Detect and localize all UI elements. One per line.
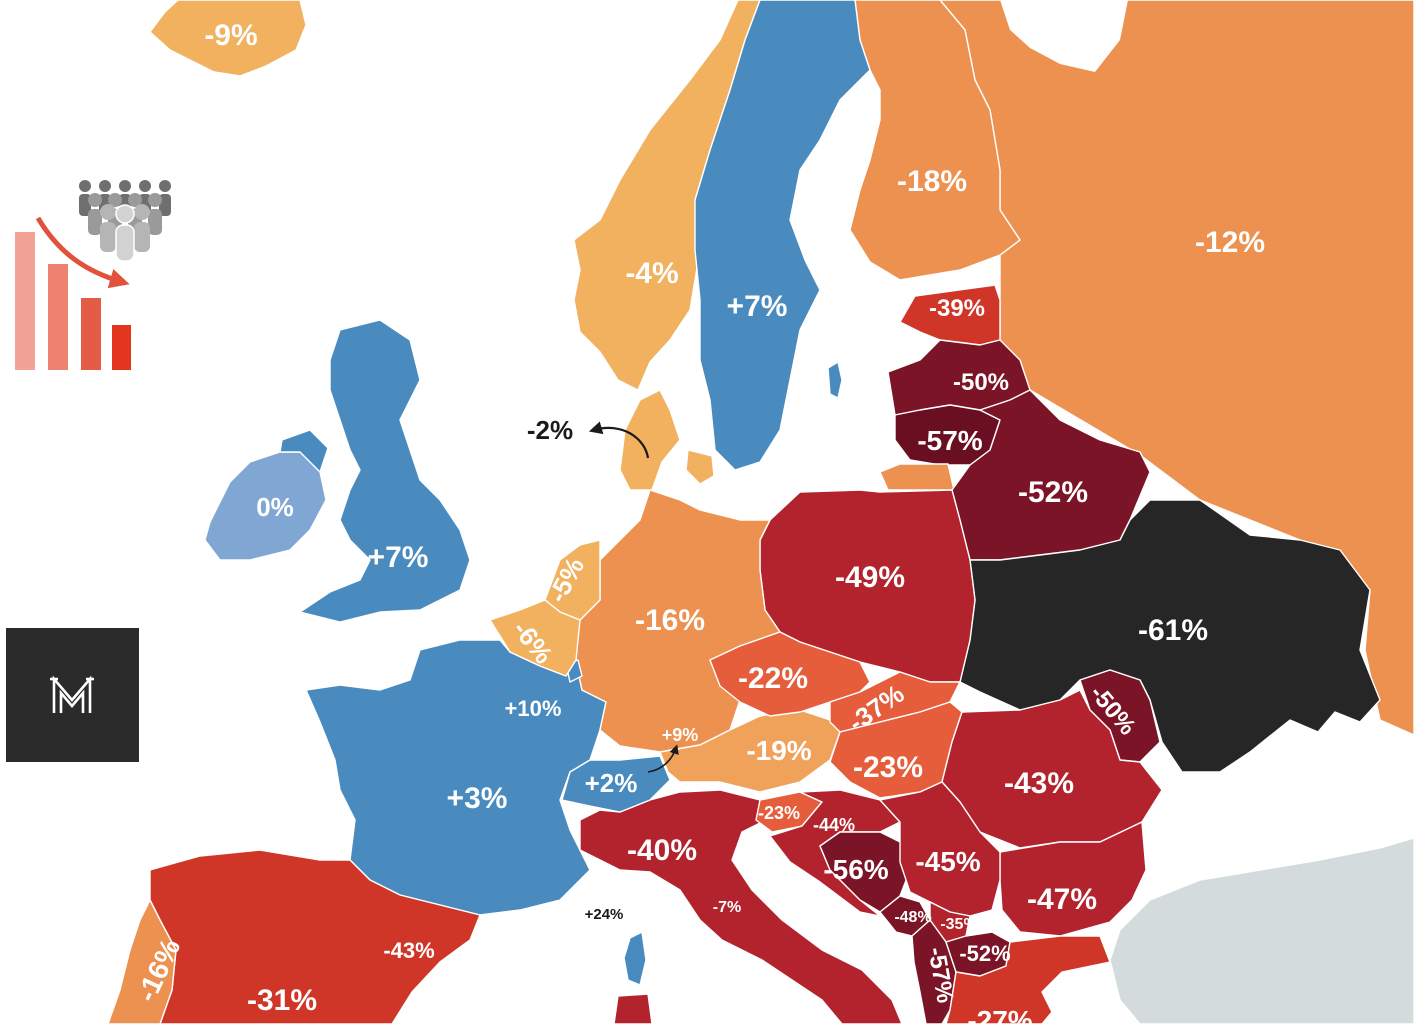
label-romania: -43% — [1004, 767, 1074, 800]
label-finland: -18% — [897, 165, 967, 198]
label-andorra: -43% — [383, 938, 434, 963]
label-ukraine: -61% — [1138, 614, 1208, 647]
label-croatia: -44% — [813, 815, 855, 835]
label-italy: -40% — [627, 834, 697, 867]
population-decline-icon — [15, 180, 171, 370]
northern-ireland-region — [279, 429, 329, 473]
m-monogram-icon — [50, 675, 94, 713]
italy-region — [579, 789, 903, 1024]
albania-region — [911, 919, 957, 1024]
label-latvia: -50% — [953, 369, 1009, 396]
label-hungary: -23% — [853, 751, 923, 784]
decline-bar-2 — [48, 264, 68, 370]
label-spain: -31% — [247, 984, 317, 1017]
logo — [6, 628, 139, 762]
logo-background — [6, 628, 139, 762]
finland-region — [849, 0, 1021, 281]
czechia-region — [709, 631, 871, 717]
label-greece: -27% — [967, 1005, 1032, 1024]
gotland-region — [827, 361, 843, 399]
label-lithuania: -57% — [917, 425, 982, 456]
label-montenegro: -48% — [894, 909, 931, 926]
label-norway: -4% — [625, 257, 678, 290]
people-group-icon — [79, 180, 171, 262]
label-san-marino: -7% — [713, 899, 741, 916]
sweden-region — [694, 0, 871, 471]
label-russia: -12% — [1195, 226, 1265, 259]
turkey-region — [1109, 837, 1414, 1024]
bulgaria-region — [999, 821, 1147, 937]
label-ireland: 0% — [256, 492, 294, 522]
serbia-region — [879, 781, 1001, 917]
liechtenstein-leader-arrow — [647, 744, 679, 773]
denmark-islands-region — [685, 449, 715, 485]
label-france: +3% — [447, 782, 508, 815]
label-estonia: -39% — [929, 295, 985, 322]
label-north-macedonia: -52% — [959, 941, 1010, 966]
label-switzerland: +2% — [585, 768, 638, 798]
label-germany: -16% — [635, 604, 705, 637]
iceland-region — [149, 0, 307, 77]
denmark-leader-arrow — [588, 421, 650, 459]
label-denmark: -2% — [527, 415, 573, 445]
kaliningrad-region — [879, 463, 955, 491]
label-iceland: -9% — [204, 19, 257, 52]
bosnia-herzegovina-region — [819, 831, 911, 913]
ireland-region — [204, 451, 327, 561]
label-serbia: -45% — [915, 846, 980, 877]
label-bosnia-herzegovina: -56% — [823, 854, 888, 885]
label-kosovo: -35% — [940, 916, 977, 933]
decline-arrow-icon — [35, 216, 130, 289]
label-bulgaria: -47% — [1027, 883, 1097, 916]
portugal-region — [107, 899, 177, 1024]
label-liechtenstein: +9% — [662, 725, 699, 745]
label-luxembourg: +10% — [505, 696, 562, 721]
white-sea — [1000, 0, 1128, 72]
decline-bar-3 — [81, 298, 101, 370]
united-kingdom-region — [299, 319, 471, 623]
label-czechia: -22% — [738, 662, 808, 695]
decline-bar-4 — [112, 325, 131, 370]
label-belarus: -52% — [1018, 476, 1088, 509]
belgium-region — [489, 599, 581, 677]
labels-layer: -9% -4% +7% -18% -12% -39% -50% -57% -52… — [131, 19, 1265, 1024]
label-sweden: +7% — [727, 290, 788, 323]
label-united-kingdom: +7% — [368, 541, 429, 574]
countries-layer — [107, 0, 1414, 1024]
label-slovenia: -23% — [758, 803, 800, 823]
switzerland-region — [561, 755, 671, 813]
label-poland: -49% — [835, 561, 905, 594]
greece-region — [945, 935, 1111, 1024]
sardinia-region — [613, 993, 653, 1024]
label-monaco: +24% — [585, 906, 624, 923]
corsica-region — [623, 931, 647, 986]
denmark-region — [619, 389, 681, 491]
label-austria: -19% — [746, 735, 811, 766]
decline-bar-1 — [15, 232, 35, 370]
